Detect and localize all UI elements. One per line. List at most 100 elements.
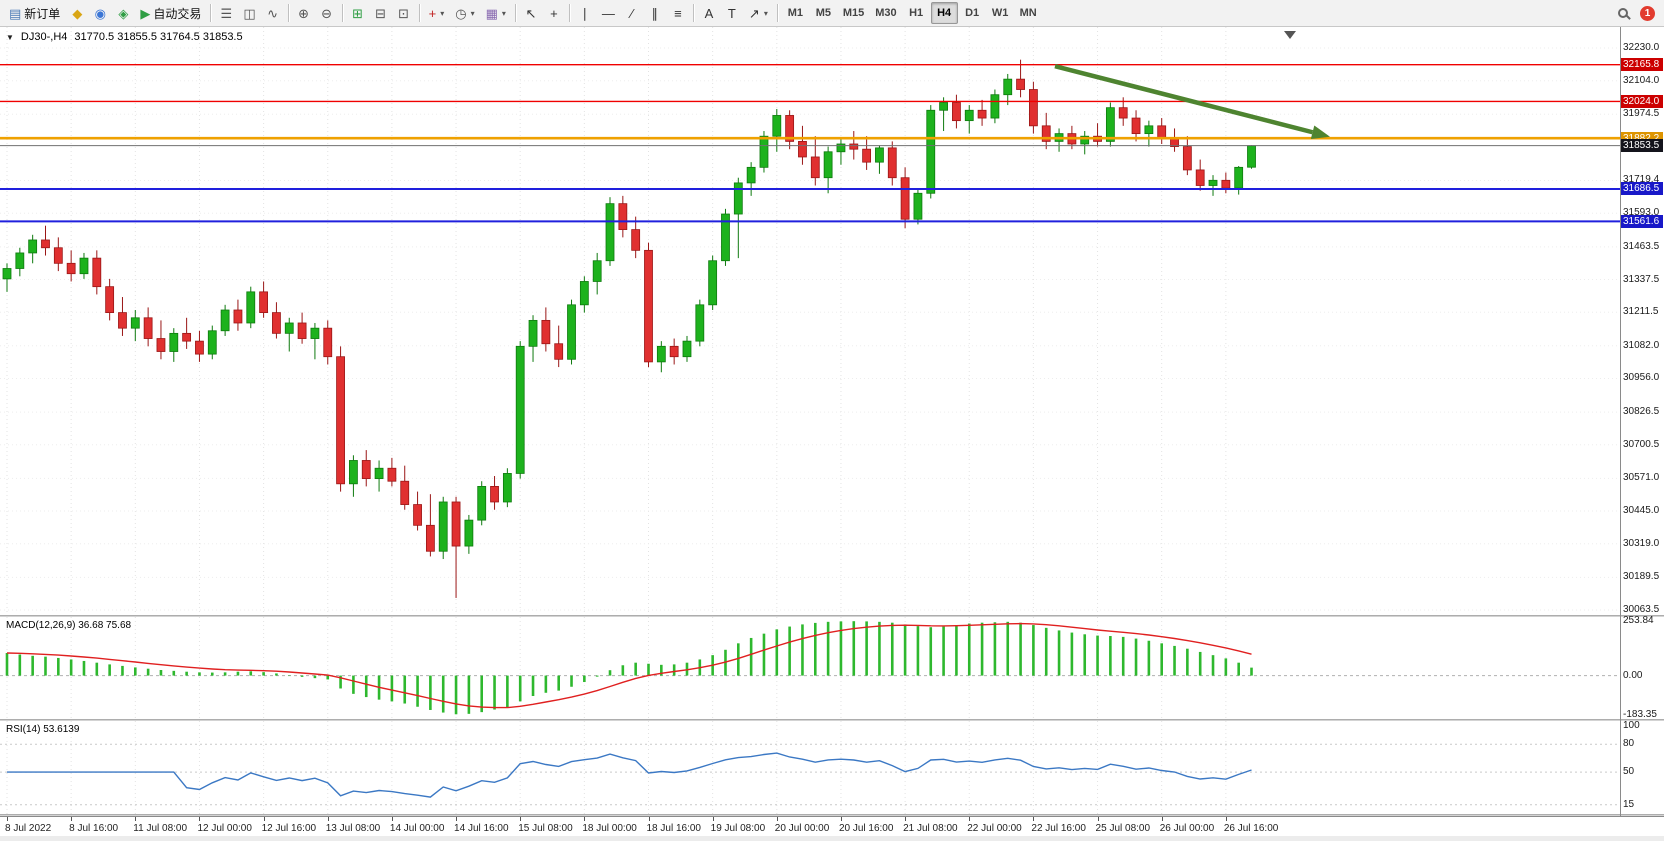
macd-panel-canvas[interactable] xyxy=(0,617,1664,719)
zoom-in-button[interactable]: ⊕ xyxy=(293,2,315,24)
candle-body xyxy=(259,291,269,314)
new-order-button-label: 新订单 xyxy=(24,6,61,21)
time-tick xyxy=(391,817,393,821)
candle-body xyxy=(862,148,872,163)
timeframe-m30-button[interactable]: M30 xyxy=(875,7,897,19)
price-axis-label: 30445.0 xyxy=(1623,505,1660,517)
rsi-axis[interactable]: 100 80 50 15 xyxy=(1621,720,1664,814)
candle-body xyxy=(1221,179,1231,189)
candle-body xyxy=(695,304,705,342)
candle-body xyxy=(926,109,936,194)
rsi-panel-canvas[interactable] xyxy=(0,721,1664,814)
navigator-button[interactable]: ◈ xyxy=(112,2,134,24)
timeframe-h1-button[interactable]: H1 xyxy=(909,7,924,19)
templates-button[interactable]: ▦ ▾ xyxy=(481,2,511,24)
sound-alert-button[interactable]: ◆ xyxy=(66,2,88,24)
panel-splitter[interactable] xyxy=(0,719,1664,721)
trend-arrow-head[interactable] xyxy=(1310,125,1330,140)
chart-shift-marker-icon[interactable] xyxy=(1284,31,1296,39)
search-button[interactable] xyxy=(1612,2,1634,24)
rsi-axis-label: 50 xyxy=(1623,766,1635,778)
candle-body xyxy=(105,286,115,314)
periods-button[interactable]: ◷ ▾ xyxy=(450,2,479,24)
new-order-button[interactable]: ▤ 新订单 xyxy=(4,2,65,24)
arrange-windows-button[interactable]: ⊡ xyxy=(393,2,415,24)
cursor-button[interactable]: ↖ xyxy=(520,2,542,24)
timeframe-m1-button[interactable]: M1 xyxy=(787,7,803,19)
candle-body xyxy=(246,291,256,324)
indicators-button[interactable]: + ▾ xyxy=(424,2,450,24)
price-axis-label: 32104.0 xyxy=(1623,74,1660,86)
candle-body xyxy=(169,332,179,352)
time-label: 22 Jul 00:00 xyxy=(967,823,1022,834)
candle-body xyxy=(515,345,525,474)
cascade-windows-button[interactable]: ⊟ xyxy=(370,2,392,24)
timeframe-d1-button[interactable]: D1 xyxy=(965,7,980,19)
panel-splitter[interactable] xyxy=(0,814,1664,816)
crosshair-button[interactable]: + xyxy=(543,2,565,24)
channel-button[interactable]: ∥ xyxy=(644,2,666,24)
time-label: 12 Jul 16:00 xyxy=(261,823,317,834)
candle-body xyxy=(567,304,576,360)
toolbar-separator xyxy=(287,4,289,22)
main-chart-canvas[interactable] xyxy=(0,27,1664,615)
rsi-indicator-label: RSI(14) 53.6139 xyxy=(6,724,80,735)
chart-symbol-period: DJ30-,H4 xyxy=(20,31,68,43)
label-button[interactable]: T xyxy=(721,2,743,24)
price-axis-label: 31593.0 xyxy=(1623,207,1660,219)
candle-body xyxy=(708,260,718,306)
timeframe-mn-button[interactable]: MN xyxy=(1019,7,1037,19)
candle-body xyxy=(233,309,243,324)
time-axis[interactable]: 8 Jul 2022 8 Jul 16:00 11 Jul 08:00 12 Jul … xyxy=(0,816,1664,836)
candle-body xyxy=(875,147,884,163)
candle-body xyxy=(41,239,50,249)
candle-body xyxy=(28,239,38,254)
candle-body xyxy=(387,467,397,482)
text-button[interactable]: A xyxy=(698,2,720,24)
time-label: 8 Jul 16:00 xyxy=(69,823,119,834)
price-axis-label: 31211.5 xyxy=(1623,306,1659,318)
candle-body xyxy=(1144,125,1154,135)
time-label: 14 Jul 16:00 xyxy=(454,823,509,834)
candle-body xyxy=(195,340,204,355)
price-level-badge: 32024.0 xyxy=(1621,94,1663,108)
timeframe-h4-button[interactable]: H4 xyxy=(930,2,958,24)
market-watch-button[interactable]: ◉ xyxy=(89,2,111,24)
line-chart-button[interactable]: ∿ xyxy=(262,2,284,24)
candle-body xyxy=(733,182,743,215)
timeframe-m5-button[interactable]: M5 xyxy=(815,7,831,19)
time-label: 19 Jul 08:00 xyxy=(710,823,766,834)
zoom-out-button[interactable]: ⊖ xyxy=(316,2,338,24)
templates-icon: ▦ xyxy=(485,5,498,21)
candlestick-chart-button[interactable]: ◫ xyxy=(238,2,260,24)
bar-chart-icon: ☰ xyxy=(220,5,233,21)
timeframe-w1-button[interactable]: W1 xyxy=(991,7,1009,19)
fibonacci-button[interactable]: ≡ xyxy=(667,2,689,24)
macd-axis[interactable]: 253.84 0.00 -183.35 xyxy=(1621,615,1664,720)
price-axis[interactable]: 32165.832024.031882.231853.531686.531561… xyxy=(1621,27,1664,615)
macd-signal-line xyxy=(6,622,1252,709)
vertical-line-button[interactable]: ∣ xyxy=(574,2,596,24)
timeframe-m15-button[interactable]: M15 xyxy=(842,7,865,19)
toolbar-separator xyxy=(692,4,694,22)
chart-collapse-icon[interactable]: ▼ xyxy=(6,32,14,42)
trendline-button[interactable]: ∕ xyxy=(621,2,643,24)
horizontal-line-button[interactable]: ― xyxy=(597,2,620,24)
arrows-button[interactable]: ↗ ▾ xyxy=(744,2,773,24)
price-axis-label: 31337.5 xyxy=(1623,273,1660,285)
auto-trading-button[interactable]: ▶ 自动交易 xyxy=(135,2,206,24)
candle-body xyxy=(53,247,63,264)
candle-body xyxy=(900,177,910,220)
tile-windows-button[interactable]: ⊞ xyxy=(347,2,369,24)
panel-splitter[interactable] xyxy=(0,615,1664,617)
time-tick xyxy=(969,817,971,821)
candle-body xyxy=(92,257,102,288)
bar-chart-button[interactable]: ☰ xyxy=(215,2,237,24)
candle-body xyxy=(1080,135,1090,145)
trend-arrow-shaft[interactable] xyxy=(1054,63,1314,135)
candle-body xyxy=(785,115,795,142)
notifications-button[interactable]: 1 xyxy=(1635,2,1660,24)
time-tick xyxy=(71,817,73,821)
candle-body xyxy=(849,143,859,150)
arrange-windows-icon: ⊡ xyxy=(398,5,410,21)
